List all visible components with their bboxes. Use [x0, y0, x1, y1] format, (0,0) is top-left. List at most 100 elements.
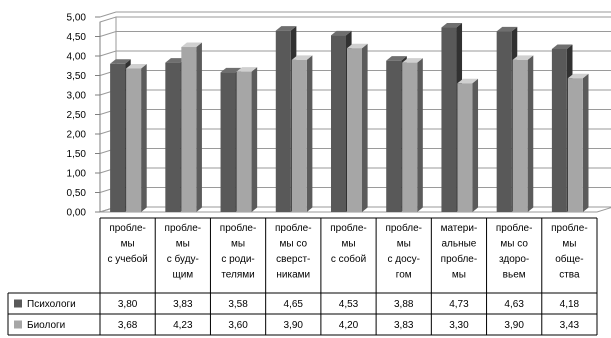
- data-label: 4,18: [560, 299, 580, 310]
- bar-side: [251, 67, 258, 212]
- category-label: щим: [172, 270, 193, 281]
- category-label: мы: [176, 239, 190, 250]
- data-label: 4,63: [504, 299, 524, 310]
- y-tick-label: 3,00: [67, 91, 87, 102]
- bar-front: [165, 62, 181, 212]
- bar: [181, 42, 202, 212]
- category-label: с учебой: [107, 253, 147, 265]
- data-table: пробле-мы с учебой пробле-мы с буду-щим проб…: [7, 217, 598, 336]
- data-label: 4,20: [339, 320, 359, 331]
- bar-top: [275, 26, 297, 31]
- data-label: 3,68: [118, 320, 138, 331]
- category-label: с досу-: [387, 254, 420, 265]
- bar-front: [110, 63, 126, 212]
- bar-top: [110, 59, 131, 64]
- category-label: гом: [396, 270, 412, 281]
- bar-top: [457, 78, 479, 84]
- bar-front: [457, 83, 473, 212]
- bar-front: [236, 71, 252, 212]
- category-label: никами: [276, 270, 310, 281]
- category-label: здоро-: [499, 254, 529, 265]
- bar-top: [181, 42, 202, 48]
- category-label: мы со: [280, 239, 308, 250]
- bar-side: [582, 73, 589, 212]
- y-tick-label: 0,00: [67, 208, 87, 219]
- data-label: 4,53: [339, 299, 359, 310]
- data-label: 3,90: [284, 320, 304, 331]
- bar-top: [512, 55, 534, 60]
- bar-front: [275, 30, 291, 213]
- bar-side: [306, 55, 313, 213]
- bar: [126, 63, 147, 213]
- bar-side: [362, 43, 368, 213]
- bar-top: [347, 43, 368, 49]
- bar-top: [165, 58, 186, 63]
- y-tick-label: 1,50: [67, 149, 87, 160]
- y-tick-label: 0,50: [67, 188, 87, 199]
- y-tick-label: 2,50: [67, 110, 87, 121]
- category-label: пробле-: [551, 222, 588, 234]
- legend-key: [14, 299, 22, 308]
- bar-top: [496, 26, 518, 32]
- bar: [291, 55, 313, 213]
- category-label: мы: [231, 239, 245, 250]
- category-label: ства: [559, 270, 580, 281]
- bar-side: [196, 42, 202, 212]
- bar: [512, 55, 534, 213]
- bar-side: [417, 58, 423, 212]
- category-label: пробле-: [109, 222, 146, 234]
- bar-top: [386, 56, 407, 61]
- category-label: мы: [341, 239, 355, 250]
- bar-front: [220, 72, 236, 212]
- bar-top: [402, 58, 423, 63]
- category-label: с буду-: [167, 253, 199, 265]
- category-label: обще-: [555, 253, 583, 265]
- bar-top: [220, 67, 242, 73]
- bar-front: [347, 48, 362, 213]
- bar: [457, 78, 479, 212]
- bar: [567, 73, 589, 212]
- data-label: 3,88: [394, 299, 414, 310]
- legend-key: [14, 320, 22, 329]
- category-label: с роди-: [221, 254, 254, 265]
- category-label: мы со: [500, 239, 528, 250]
- category-label: пробле-: [496, 222, 533, 234]
- bar-top: [551, 44, 573, 49]
- category-label: пробле-: [385, 222, 422, 234]
- category-label: пробле-: [441, 253, 478, 265]
- y-tick-label: 3,50: [67, 71, 87, 82]
- bar-top: [291, 55, 313, 60]
- legend-label: Биологи: [27, 320, 65, 331]
- data-label: 3,80: [118, 299, 138, 310]
- data-label: 3,83: [394, 320, 414, 331]
- bar-front: [402, 62, 418, 212]
- category-label: с собой: [331, 253, 366, 265]
- bar: [236, 67, 258, 212]
- data-label: 3,58: [228, 299, 248, 310]
- category-label: альные: [441, 239, 476, 250]
- bar-front: [126, 68, 142, 212]
- y-tick-label: 4,00: [67, 52, 87, 63]
- bar-front: [441, 27, 457, 213]
- y-axis: 0,00 0,50 1,00 1,50 2,00 2,50 3,00 3,50 4,00 4,50…: [67, 13, 101, 219]
- category-label: матери-: [441, 223, 478, 234]
- bar-side: [472, 78, 479, 212]
- bar: [402, 58, 423, 212]
- y-tick-label: 4,50: [67, 32, 87, 43]
- bar-top: [567, 73, 589, 79]
- bar-top: [331, 30, 352, 36]
- bar-side: [527, 55, 534, 213]
- data-label: 3,30: [449, 320, 469, 331]
- bar-side: [141, 63, 147, 213]
- bar: [347, 43, 368, 213]
- bar-top: [236, 67, 258, 72]
- y-tick-label: 2,00: [67, 130, 87, 141]
- data-label: 3,83: [173, 299, 193, 310]
- bar-front: [331, 35, 346, 212]
- category-label: телями: [221, 270, 254, 281]
- bar-front: [551, 48, 567, 213]
- category-label: пробле-: [165, 222, 202, 234]
- category-label: мы: [397, 239, 411, 250]
- data-label: 4,23: [173, 320, 193, 331]
